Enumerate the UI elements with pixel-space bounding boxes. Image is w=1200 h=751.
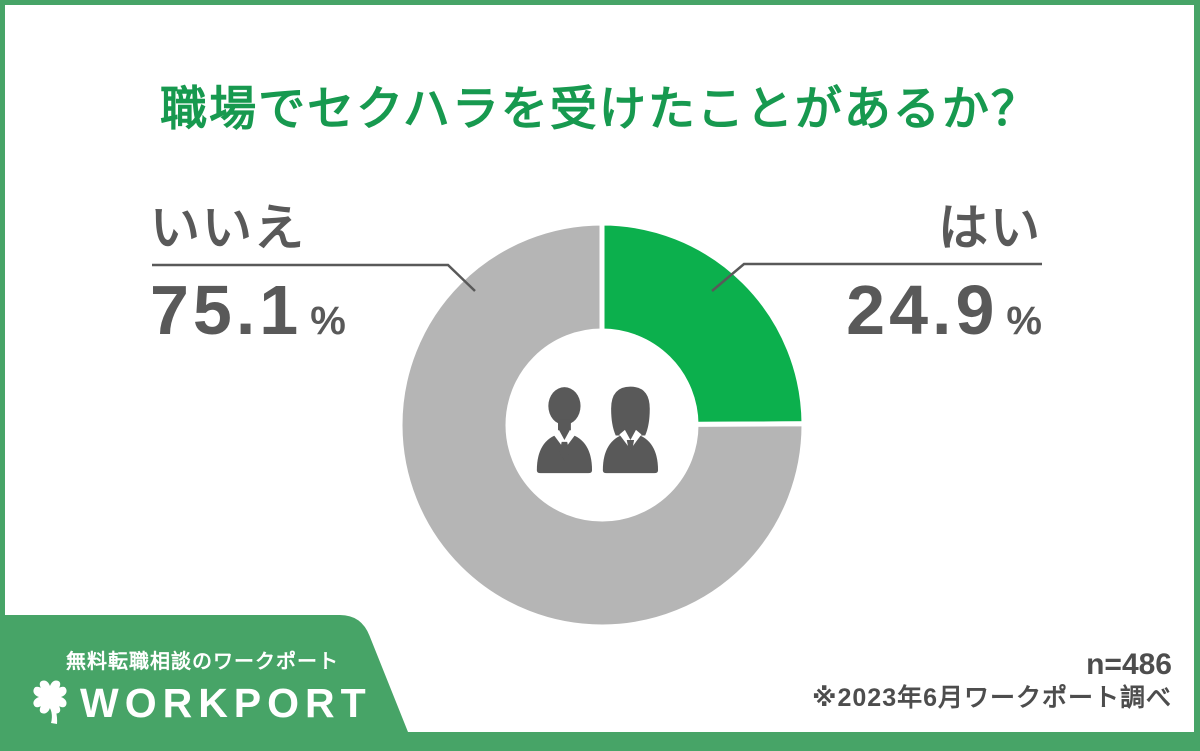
donut-slice-no <box>397 220 807 630</box>
callout-yes: はい 24.9% <box>846 203 1042 345</box>
banner-tagline: 無料転職相談のワークポート <box>66 651 339 673</box>
source-note: ※2023年6月ワークポート調べ <box>812 684 1172 712</box>
sample-size: n=486 <box>1086 648 1172 681</box>
female-person-icon <box>602 386 659 474</box>
callout-no: いいえ 75.1% <box>150 203 346 345</box>
donut-slices <box>397 220 807 630</box>
page-title: 職場でセクハラを受けたことがあるか？ <box>160 82 1040 135</box>
value-no: 75.1% <box>150 275 346 345</box>
value-no-unit: % <box>310 299 346 343</box>
leader-line-yes <box>711 262 1042 292</box>
donut-slice-yes <box>599 220 807 427</box>
label-no: いいえ <box>150 200 306 256</box>
male-person-icon <box>536 387 593 474</box>
people-icon <box>536 386 659 474</box>
label-yes: はい <box>938 200 1042 256</box>
value-no-number: 75.1 <box>150 271 303 349</box>
value-yes-unit: % <box>1006 299 1042 343</box>
value-yes-number: 24.9 <box>846 271 999 349</box>
leader-line-no <box>152 263 476 292</box>
footer-banner <box>0 615 408 732</box>
footer-note: n=486 ※2023年6月ワークポート調べ <box>812 648 1172 713</box>
value-yes: 24.9% <box>846 275 1042 345</box>
clover-icon <box>33 680 67 724</box>
workport-logo: WORKPORT <box>80 680 372 726</box>
